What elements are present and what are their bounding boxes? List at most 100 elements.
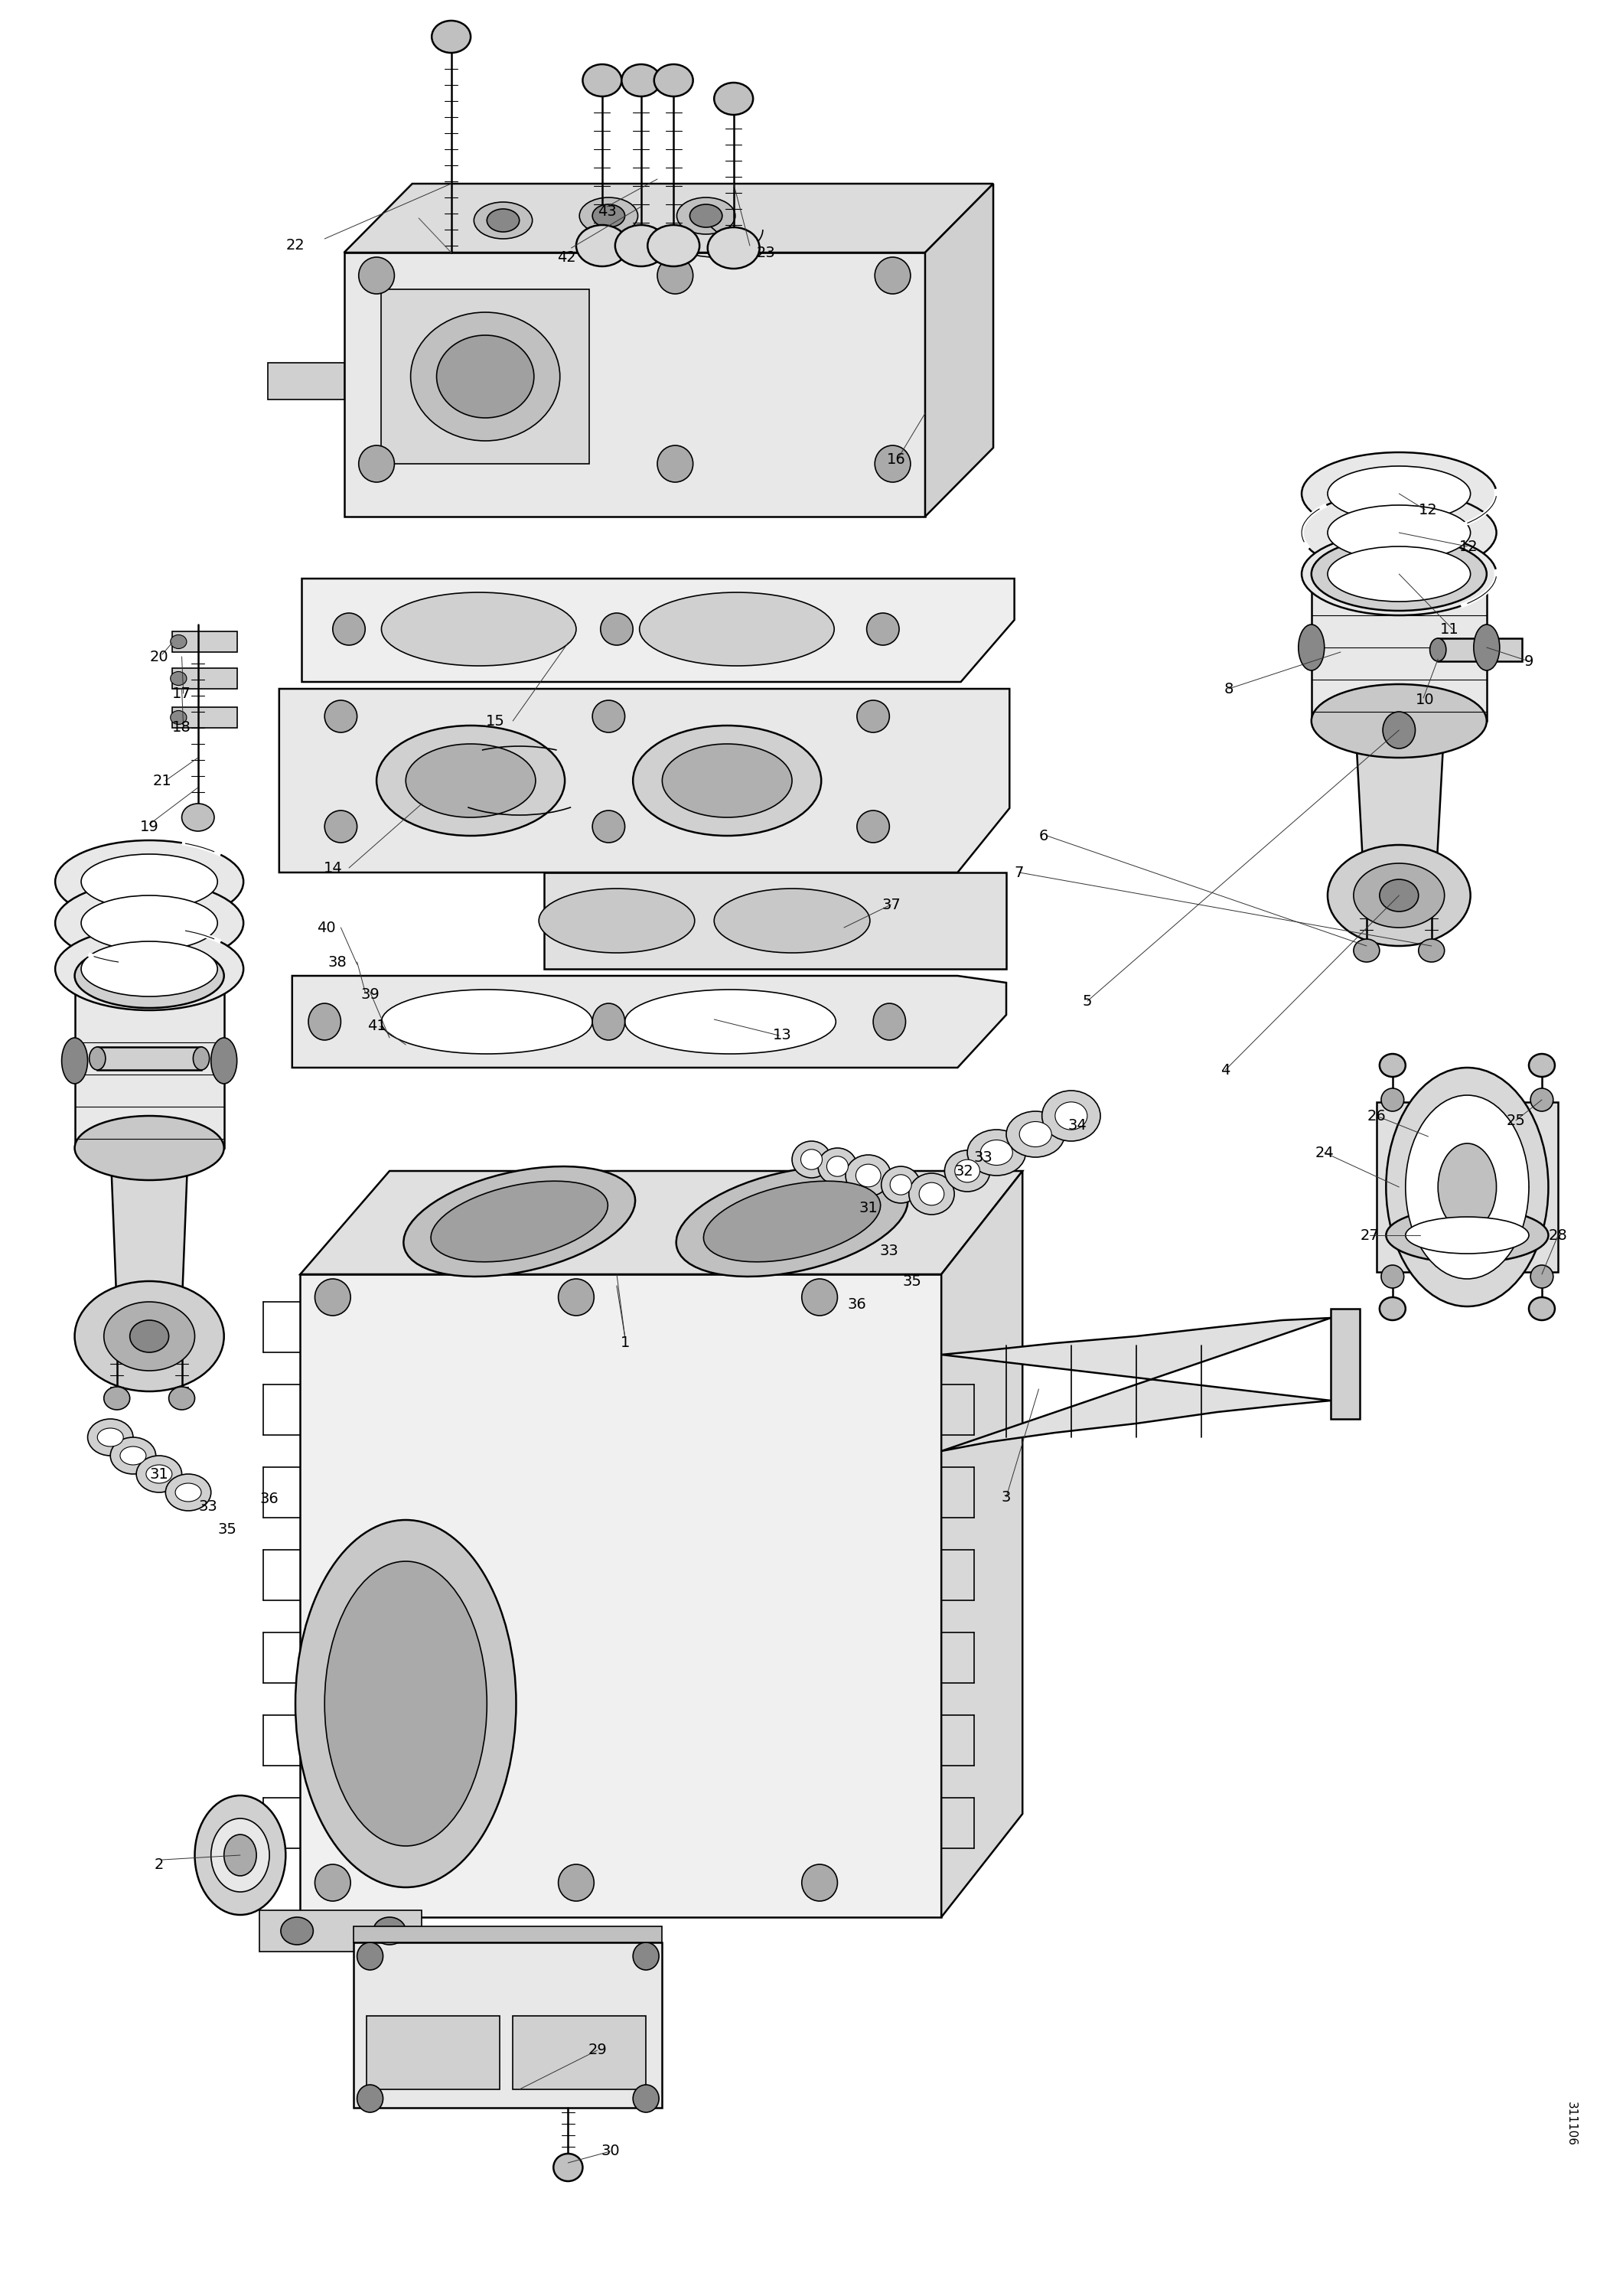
Ellipse shape xyxy=(625,990,836,1054)
Text: 10: 10 xyxy=(1415,693,1435,707)
Ellipse shape xyxy=(195,1795,286,1915)
Ellipse shape xyxy=(315,1279,351,1316)
Ellipse shape xyxy=(601,613,633,645)
Ellipse shape xyxy=(1474,625,1500,670)
Text: 3: 3 xyxy=(1001,1490,1011,1504)
Ellipse shape xyxy=(110,1437,156,1474)
Ellipse shape xyxy=(1381,1088,1404,1111)
Polygon shape xyxy=(941,1171,1022,1917)
Text: 35: 35 xyxy=(217,1522,237,1536)
Text: 31: 31 xyxy=(859,1201,878,1215)
Bar xyxy=(75,976,224,1148)
Text: 14: 14 xyxy=(323,861,342,875)
Ellipse shape xyxy=(558,1864,594,1901)
Text: 2: 2 xyxy=(154,1857,164,1871)
Text: 17: 17 xyxy=(172,687,192,700)
Ellipse shape xyxy=(295,1520,516,1887)
Ellipse shape xyxy=(381,592,576,666)
Ellipse shape xyxy=(474,202,532,239)
Ellipse shape xyxy=(802,1279,837,1316)
Ellipse shape xyxy=(308,1003,341,1040)
Ellipse shape xyxy=(875,257,911,294)
Ellipse shape xyxy=(1380,1054,1406,1077)
Text: 36: 36 xyxy=(847,1297,867,1311)
Ellipse shape xyxy=(120,1446,146,1465)
Ellipse shape xyxy=(873,1003,906,1040)
Ellipse shape xyxy=(592,810,625,843)
Ellipse shape xyxy=(1019,1123,1052,1148)
Text: 29: 29 xyxy=(588,2043,607,2057)
Ellipse shape xyxy=(1311,684,1487,758)
Ellipse shape xyxy=(136,1456,182,1492)
Bar xyxy=(381,289,589,464)
Ellipse shape xyxy=(406,744,536,817)
Text: 40: 40 xyxy=(316,921,336,934)
Ellipse shape xyxy=(1006,1111,1065,1157)
Ellipse shape xyxy=(55,882,243,964)
Text: 41: 41 xyxy=(367,1019,386,1033)
Ellipse shape xyxy=(97,1428,123,1446)
Text: 36: 36 xyxy=(260,1492,279,1506)
Ellipse shape xyxy=(954,1159,980,1182)
Text: 16: 16 xyxy=(886,452,906,466)
Ellipse shape xyxy=(169,1387,195,1410)
Ellipse shape xyxy=(818,1148,857,1185)
Text: 27: 27 xyxy=(1360,1228,1380,1242)
Ellipse shape xyxy=(802,1864,837,1901)
Ellipse shape xyxy=(583,64,622,96)
Ellipse shape xyxy=(690,204,722,227)
Ellipse shape xyxy=(1055,1102,1087,1130)
Bar xyxy=(1331,1309,1360,1419)
Ellipse shape xyxy=(88,1419,133,1456)
Bar xyxy=(367,2016,500,2089)
Ellipse shape xyxy=(75,1281,224,1391)
Text: 5: 5 xyxy=(1083,994,1092,1008)
Ellipse shape xyxy=(130,1320,169,1352)
Ellipse shape xyxy=(677,197,735,234)
Ellipse shape xyxy=(553,2154,583,2181)
Ellipse shape xyxy=(55,840,243,923)
Ellipse shape xyxy=(381,990,592,1054)
Ellipse shape xyxy=(359,445,394,482)
Bar xyxy=(1311,574,1487,721)
Text: 12: 12 xyxy=(1419,503,1438,517)
Text: 13: 13 xyxy=(773,1029,792,1042)
Ellipse shape xyxy=(193,1047,209,1070)
Ellipse shape xyxy=(75,944,224,1008)
Ellipse shape xyxy=(315,1864,351,1901)
Ellipse shape xyxy=(437,335,534,418)
Ellipse shape xyxy=(1438,1143,1496,1231)
Ellipse shape xyxy=(1042,1091,1100,1141)
Text: 6: 6 xyxy=(1039,829,1048,843)
Bar xyxy=(1438,638,1522,661)
Ellipse shape xyxy=(1430,638,1446,661)
Text: 33: 33 xyxy=(198,1499,217,1513)
Ellipse shape xyxy=(325,1561,487,1846)
Ellipse shape xyxy=(1406,1217,1529,1254)
Polygon shape xyxy=(941,1318,1331,1451)
Ellipse shape xyxy=(166,1474,211,1511)
Polygon shape xyxy=(292,976,1006,1068)
Ellipse shape xyxy=(657,445,693,482)
Ellipse shape xyxy=(170,712,187,726)
Ellipse shape xyxy=(81,854,217,909)
Ellipse shape xyxy=(104,1302,195,1371)
Polygon shape xyxy=(1355,721,1444,872)
Ellipse shape xyxy=(411,312,560,441)
Ellipse shape xyxy=(703,1180,881,1263)
Text: 24: 24 xyxy=(1315,1146,1334,1159)
Ellipse shape xyxy=(592,700,625,732)
Text: 11: 11 xyxy=(1440,622,1459,636)
Ellipse shape xyxy=(62,1038,88,1084)
Bar xyxy=(354,1926,662,1942)
Ellipse shape xyxy=(81,895,217,951)
Ellipse shape xyxy=(1298,625,1324,670)
Ellipse shape xyxy=(1406,1095,1529,1279)
Ellipse shape xyxy=(1328,466,1470,521)
Ellipse shape xyxy=(377,726,565,836)
Text: 21: 21 xyxy=(153,774,172,788)
Ellipse shape xyxy=(592,204,625,227)
Ellipse shape xyxy=(211,1038,237,1084)
Text: 4: 4 xyxy=(1220,1063,1230,1077)
Ellipse shape xyxy=(81,941,217,996)
